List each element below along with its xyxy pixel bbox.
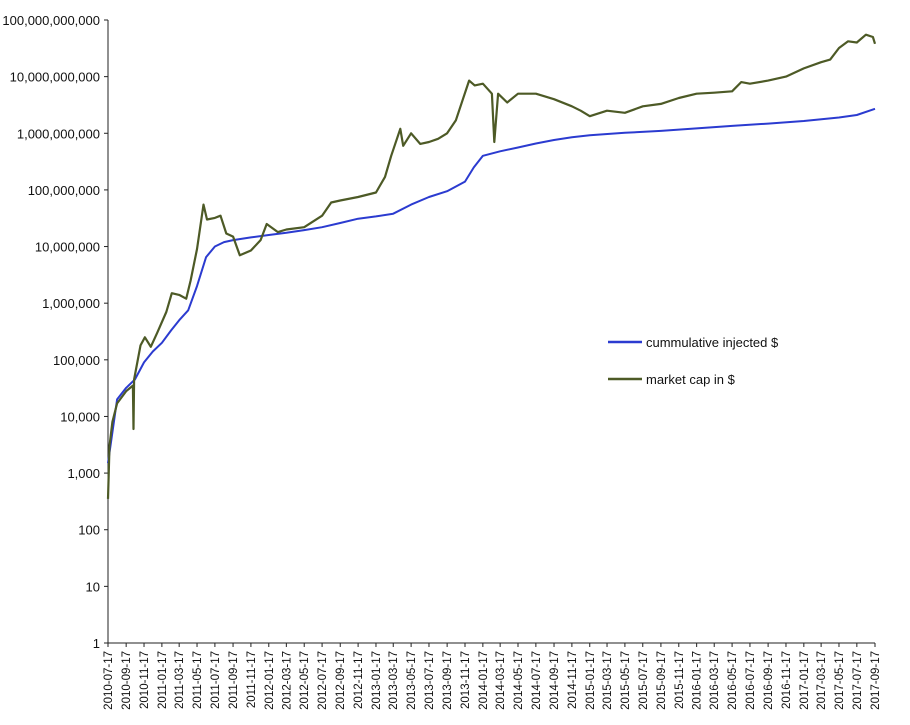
y-tick-label: 1,000 xyxy=(67,466,100,481)
y-tick-label: 1,000,000 xyxy=(42,296,100,311)
legend: cummulative injected $ market cap in $ xyxy=(608,335,779,387)
x-tick-label: 2014-07-17 xyxy=(531,651,543,710)
x-tick-label: 2012-01-17 xyxy=(264,651,276,710)
y-tick-label: 10,000,000,000 xyxy=(10,70,100,85)
x-tick-label: 2015-05-17 xyxy=(620,651,632,710)
legend-label-cummulative-injected: cummulative injected $ xyxy=(646,335,779,350)
x-tick-label: 2010-07-17 xyxy=(103,651,115,710)
x-tick-label: 2010-09-17 xyxy=(121,651,133,710)
plot-area xyxy=(106,33,877,499)
x-tick-label: 2014-05-17 xyxy=(513,651,525,710)
x-tick-label: 2016-03-17 xyxy=(709,651,721,710)
x-tick-label: 2013-05-17 xyxy=(406,651,418,710)
x-tick-label: 2017-07-17 xyxy=(852,651,864,710)
x-tick-label: 2014-11-17 xyxy=(567,651,579,709)
x-tick-label: 2012-03-17 xyxy=(281,651,293,710)
x-tick-label: 2017-05-17 xyxy=(834,651,846,710)
y-tick-label: 100,000,000 xyxy=(28,183,100,198)
x-tick-label: 2016-09-17 xyxy=(763,651,775,710)
series-line-market-cap-in xyxy=(106,33,877,499)
x-tick-label: 2017-03-17 xyxy=(816,651,828,710)
x-tick-label: 2013-11-17 xyxy=(460,651,472,709)
x-tick-label: 2016-07-17 xyxy=(745,651,757,710)
x-tick-label: 2013-01-17 xyxy=(371,651,383,710)
y-axis: 1 10 100 1,000 10,000 100,000 1,000,000 10,000,… xyxy=(2,13,109,651)
y-tick-label: 100 xyxy=(78,523,100,538)
y-tick-label: 100,000 xyxy=(53,353,100,368)
x-tick-label: 2016-05-17 xyxy=(727,651,739,710)
y-tick-label: 1,000,000,000 xyxy=(17,126,100,141)
x-tick-label: 2014-03-17 xyxy=(495,651,507,710)
x-tick-label: 2014-09-17 xyxy=(549,651,561,710)
y-tick-label: 1 xyxy=(93,636,100,651)
x-tick-label: 2015-11-17 xyxy=(674,651,686,709)
x-tick-label: 2012-09-17 xyxy=(335,651,347,710)
x-tick-label: 2015-09-17 xyxy=(656,651,668,710)
x-tick-label: 2017-09-17 xyxy=(870,651,882,710)
x-axis: 2010-07-17 2010-09-17 2010-11-17 2011-01-17… xyxy=(103,642,882,710)
y-tick-label: 10,000,000 xyxy=(35,240,100,255)
y-tick-label: 10 xyxy=(86,579,100,594)
y-tick-label: 100,000,000,000 xyxy=(2,13,100,28)
series-line-cummulative-injected xyxy=(107,107,876,464)
x-tick-label: 2011-09-17 xyxy=(228,651,240,709)
x-tick-label: 2011-03-17 xyxy=(174,651,186,709)
x-tick-label: 2011-01-17 xyxy=(157,651,169,709)
x-tick-label: 2012-07-17 xyxy=(317,651,329,710)
x-tick-label: 2013-09-17 xyxy=(442,651,454,710)
x-tick-label: 2014-01-17 xyxy=(478,651,490,710)
x-tick-label: 2011-07-17 xyxy=(210,651,222,709)
x-tick-label: 2011-11-17 xyxy=(246,651,258,708)
x-tick-label: 2015-01-17 xyxy=(585,651,597,710)
x-tick-label: 2016-11-17 xyxy=(781,651,793,709)
x-tick-label: 2010-11-17 xyxy=(139,651,151,709)
x-tick-label: 2015-07-17 xyxy=(638,651,650,710)
x-tick-label: 2011-05-17 xyxy=(192,651,204,709)
legend-label-market-cap: market cap in $ xyxy=(646,372,736,387)
x-tick-label: 2016-01-17 xyxy=(692,651,704,710)
x-tick-label: 2015-03-17 xyxy=(602,651,614,710)
x-tick-label: 2013-03-17 xyxy=(388,651,400,710)
x-tick-label: 2013-07-17 xyxy=(424,651,436,710)
x-tick-label: 2012-05-17 xyxy=(299,651,311,710)
x-tick-label: 2012-11-17 xyxy=(353,651,365,709)
y-tick-label: 10,000 xyxy=(60,409,100,424)
x-tick-label: 2017-01-17 xyxy=(799,651,811,710)
